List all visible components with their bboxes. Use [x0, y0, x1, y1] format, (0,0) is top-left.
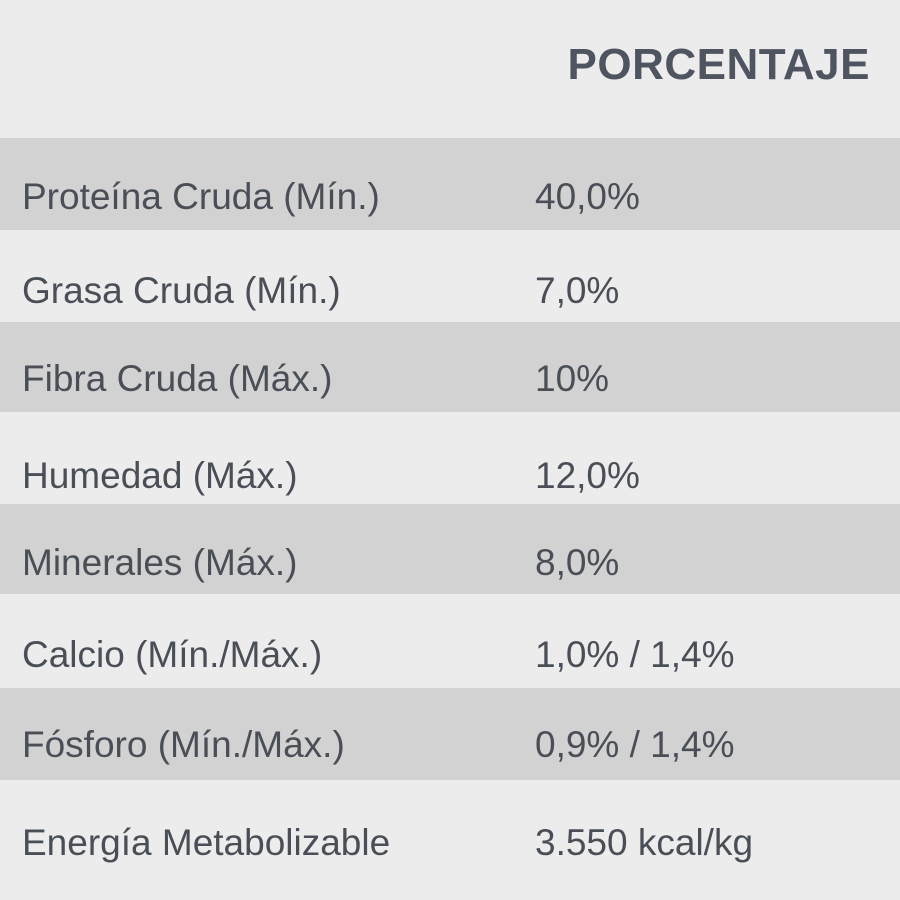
row-value: 40,0%: [535, 176, 640, 217]
row-label: Minerales (Máx.): [22, 542, 298, 583]
table-row-fat: Grasa Cruda (Mín.) 7,0%: [0, 230, 900, 322]
row-value: 12,0%: [535, 455, 640, 496]
row-value: 7,0%: [535, 270, 620, 311]
row-label: Proteína Cruda (Mín.): [22, 176, 380, 217]
row-label: Energía Metabolizable: [22, 822, 391, 863]
table-row-energy: Energía Metabolizable 3.550 kcal/kg: [0, 780, 900, 900]
table-row-phosphorus: Fósforo (Mín./Máx.) 0,9% / 1,4%: [0, 688, 900, 780]
row-label: Humedad (Máx.): [22, 455, 298, 496]
table-row-calcium: Calcio (Mín./Máx.) 1,0% / 1,4%: [0, 594, 900, 688]
row-label: Grasa Cruda (Mín.): [22, 270, 341, 311]
column-header-percentage: PORCENTAJE: [567, 40, 870, 89]
table-row-fiber: Fibra Cruda (Máx.) 10%: [0, 322, 900, 412]
table-header: PORCENTAJE: [0, 0, 900, 138]
nutrition-table: Proteína Cruda (Mín.) 40,0% Grasa Cruda …: [0, 138, 900, 900]
row-value: 3.550 kcal/kg: [535, 822, 754, 863]
table-row-protein: Proteína Cruda (Mín.) 40,0%: [0, 138, 900, 230]
row-label: Fósforo (Mín./Máx.): [22, 724, 345, 765]
row-value: 8,0%: [535, 542, 620, 583]
row-value: 1,0% / 1,4%: [535, 634, 735, 675]
row-value: 0,9% / 1,4%: [535, 724, 735, 765]
row-label: Calcio (Mín./Máx.): [22, 634, 323, 675]
table-row-minerals: Minerales (Máx.) 8,0%: [0, 504, 900, 594]
row-value: 10%: [535, 358, 610, 399]
table-row-moisture: Humedad (Máx.) 12,0%: [0, 412, 900, 504]
row-label: Fibra Cruda (Máx.): [22, 358, 333, 399]
